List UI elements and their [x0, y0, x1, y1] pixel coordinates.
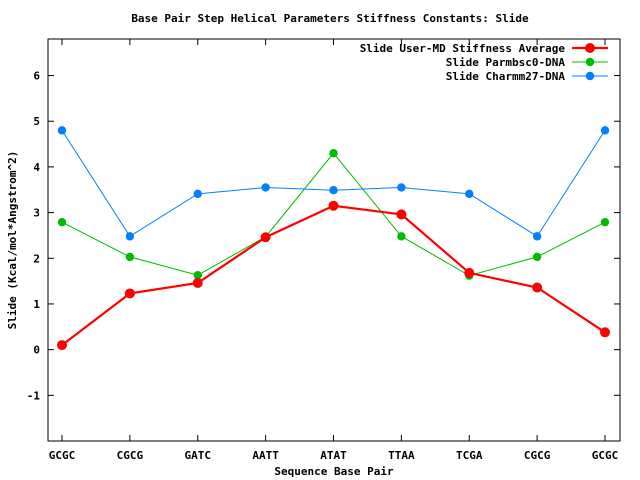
x-tick-label: TCGA — [456, 449, 483, 462]
data-point — [600, 217, 610, 227]
x-tick-label: CGCG — [117, 449, 144, 462]
data-point — [125, 252, 135, 262]
y-tick-label: 1 — [33, 298, 40, 311]
series-line — [61, 152, 606, 277]
data-point — [57, 340, 67, 351]
data-point — [397, 232, 406, 241]
data-point — [532, 282, 543, 293]
y-tick-label: 0 — [33, 344, 40, 357]
series-2 — [57, 126, 610, 241]
legend-swatch-marker — [585, 57, 595, 67]
data-point — [125, 232, 135, 241]
x-tick-label: GATC — [185, 449, 212, 462]
data-point — [260, 232, 271, 243]
legend-label: Slide Charmm27-DNA — [446, 70, 566, 83]
data-point — [396, 209, 407, 220]
data-point — [57, 126, 67, 135]
x-tick-label: TTAA — [388, 449, 415, 462]
y-axis-label: Slide (Kcal/mol*Angstrom^2) — [6, 151, 19, 330]
data-point — [193, 270, 202, 280]
y-tick-label: -1 — [27, 389, 41, 402]
x-tick-label: GCGC — [49, 449, 76, 462]
data-point — [464, 267, 475, 278]
data-point — [397, 183, 406, 192]
axis-ticks: -1 0 1 2 3 4 5 6 GCGC CGCG GATC AATT ATAT TTAA TCGA CGC… — [27, 39, 620, 462]
x-tick-label: GCGC — [592, 449, 619, 462]
series-0 — [57, 200, 610, 351]
data-point — [193, 189, 202, 199]
data-point — [532, 232, 542, 241]
legend-swatch-marker — [585, 43, 595, 53]
y-tick-label: 4 — [33, 161, 40, 174]
data-point — [600, 327, 610, 338]
series-layer — [57, 126, 610, 351]
data-point — [465, 189, 474, 199]
y-tick-label: 2 — [33, 252, 40, 265]
y-tick-label: 3 — [33, 207, 40, 220]
chart-title: Base Pair Step Helical Parameters Stiffn… — [131, 12, 529, 25]
x-axis-label: Sequence Base Pair — [274, 465, 394, 478]
data-point — [328, 200, 339, 211]
y-tick-label: 5 — [33, 115, 40, 128]
y-tick-label: 6 — [33, 70, 40, 83]
series-line — [61, 130, 606, 238]
data-point — [329, 149, 338, 158]
legend-label: Slide User-MD Stiffness Average — [360, 42, 566, 55]
x-tick-label: AATT — [252, 449, 279, 462]
x-tick-label: CGCG — [524, 449, 551, 462]
data-point — [532, 252, 542, 262]
data-point — [261, 183, 270, 192]
plot-frame — [47, 38, 621, 442]
data-point — [329, 186, 338, 195]
series-line — [61, 204, 606, 346]
legend-label: Slide Parmbsc0-DNA — [446, 56, 566, 69]
data-point — [124, 288, 135, 299]
x-tick-label: ATAT — [320, 449, 347, 462]
data-point — [600, 126, 610, 135]
legend-swatch-marker — [585, 71, 595, 81]
series-1 — [57, 149, 610, 280]
data-point — [57, 217, 67, 227]
data-point — [192, 277, 203, 288]
